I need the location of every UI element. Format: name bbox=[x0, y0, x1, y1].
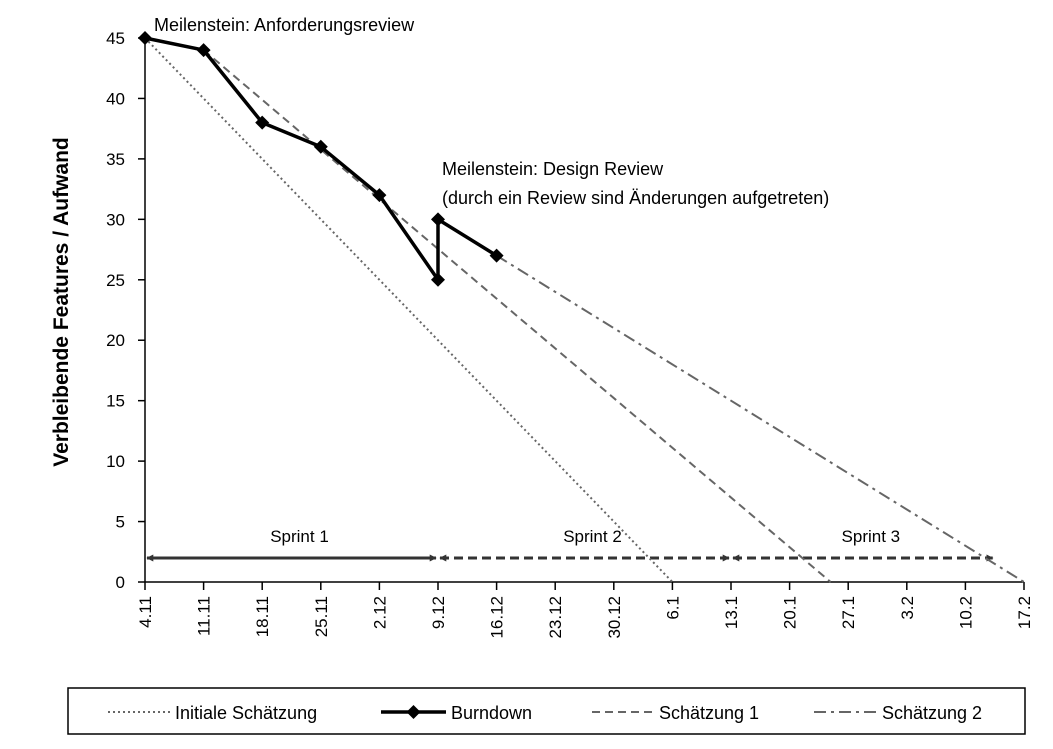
x-tick-label: 9.12 bbox=[429, 596, 448, 629]
y-tick-label: 35 bbox=[106, 150, 125, 169]
x-tick-label: 27.1 bbox=[839, 596, 858, 629]
x-tick-label: 20.1 bbox=[781, 596, 800, 629]
x-tick-label: 6.1 bbox=[663, 596, 682, 620]
legend: Initiale Schätzung Burndown Schätzung 1 Sch… bbox=[67, 687, 1026, 735]
series-line-burndown bbox=[144, 36, 498, 282]
burndown-point bbox=[196, 43, 211, 58]
series-lines bbox=[138, 31, 1025, 583]
y-tick-label: 0 bbox=[116, 573, 125, 592]
x-tick-label: 11.11 bbox=[195, 596, 214, 636]
x-tick-label: 13.1 bbox=[722, 596, 741, 629]
x-tick-label: 2.12 bbox=[370, 596, 389, 629]
legend-label: Schätzung 2 bbox=[882, 703, 982, 723]
annotations: Meilenstein: Anforderungsreview Meilenste… bbox=[154, 15, 829, 208]
sprint-label: Sprint 2 bbox=[563, 527, 622, 546]
series-line-sch-tzung-1 bbox=[202, 49, 832, 583]
sprint-label: Sprint 3 bbox=[842, 527, 901, 546]
burndown-point bbox=[255, 115, 270, 130]
x-tick-label: 25.11 bbox=[312, 596, 331, 637]
x-tick-label: 18.11 bbox=[253, 596, 272, 637]
sprint-label: Sprint 1 bbox=[270, 527, 329, 546]
legend-label: Burndown bbox=[451, 703, 532, 723]
y-tick-label: 40 bbox=[106, 89, 125, 108]
burndown-point bbox=[313, 139, 328, 154]
burndown-point bbox=[431, 272, 445, 287]
x-tick-label: 10.2 bbox=[956, 596, 975, 629]
y-tick-label: 45 bbox=[106, 29, 125, 48]
axes: 0 5 10 15 20 25 30 35 40 45 4.11 11.11 18.11 25.11 2.1… bbox=[50, 29, 1034, 639]
y-tick-label: 15 bbox=[106, 392, 125, 411]
annotation-label: Meilenstein: Anforderungsreview bbox=[154, 15, 415, 35]
annotation-label: (durch ein Review sind Änderungen aufget… bbox=[442, 188, 829, 208]
y-tick-label: 5 bbox=[116, 513, 125, 532]
burndown-point bbox=[431, 212, 445, 227]
y-tick-label: 20 bbox=[106, 331, 125, 350]
y-tick-label: 10 bbox=[106, 452, 125, 471]
burndown-point bbox=[372, 188, 387, 203]
legend-label: Initiale Schätzung bbox=[175, 703, 317, 723]
legend-label: Schätzung 1 bbox=[659, 703, 759, 723]
x-tick-label: 16.12 bbox=[488, 596, 507, 639]
y-axis-title: Verbleibende Features / Aufwand bbox=[50, 137, 73, 466]
burndown-point bbox=[489, 248, 504, 263]
y-tick-label: 25 bbox=[106, 271, 125, 290]
series-line-initiale-sch-tzung bbox=[144, 37, 674, 583]
x-tick-label: 17.2 bbox=[1015, 596, 1034, 629]
x-tick-label: 30.12 bbox=[605, 596, 624, 639]
y-tick-label: 30 bbox=[106, 210, 125, 229]
sprint-arrows: Sprint 1 Sprint 2 Sprint 3 bbox=[146, 527, 994, 562]
legend-diamond bbox=[406, 705, 421, 719]
series-line-sch-tzung-2 bbox=[496, 254, 1025, 583]
x-tick-label: 23.12 bbox=[546, 596, 565, 639]
annotation-label: Meilenstein: Design Review bbox=[442, 159, 664, 179]
x-tick-label: 4.11 bbox=[136, 596, 155, 628]
burndown-point bbox=[138, 31, 152, 45]
x-tick-label: 3.2 bbox=[898, 596, 917, 620]
